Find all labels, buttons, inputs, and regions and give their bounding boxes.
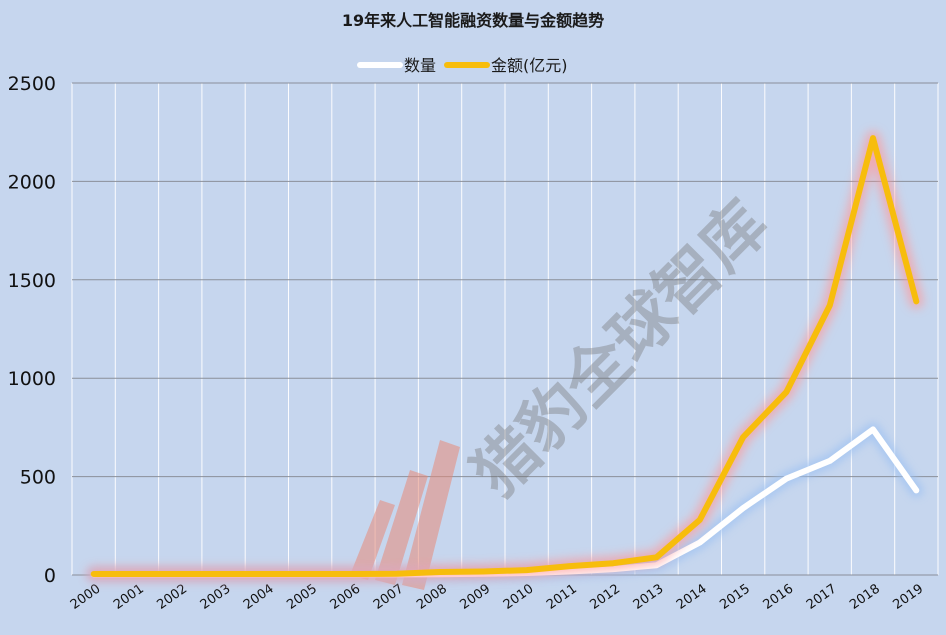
x-tick-label: 2003 xyxy=(198,581,234,612)
y-tick-label: 2500 xyxy=(8,73,56,95)
series-layer xyxy=(86,131,924,582)
legend-label-amount: 金额(亿元) xyxy=(491,56,568,75)
watermark-logo-icon xyxy=(350,440,460,590)
y-tick-label: 500 xyxy=(20,467,56,489)
x-tick-label: 2002 xyxy=(154,581,190,612)
x-tick-label: 2010 xyxy=(501,581,537,612)
vertical-gridlines xyxy=(71,83,939,575)
legend: 数量 金额(亿元) xyxy=(357,56,568,75)
y-tick-label: 2000 xyxy=(8,171,56,193)
series-line xyxy=(90,135,920,577)
x-tick-label: 2012 xyxy=(587,581,623,612)
x-tick-label: 2007 xyxy=(371,581,407,612)
x-tick-label: 2015 xyxy=(717,581,753,612)
x-tick-label: 2016 xyxy=(761,581,797,612)
x-tick-label: 2001 xyxy=(111,581,147,612)
series-1 xyxy=(86,131,924,581)
x-axis-ticks: 2000 2001 2002 2003 2004 2005 2006 2007 2008 2009… xyxy=(68,581,926,612)
chart-title: 19年来人工智能融资数量与金额趋势 xyxy=(342,11,604,30)
x-tick-label: 2004 xyxy=(241,581,277,612)
y-tick-label: 0 xyxy=(44,565,56,587)
x-tick-label: 2017 xyxy=(804,581,840,612)
x-tick-label: 2000 xyxy=(68,581,104,612)
x-tick-label: 2014 xyxy=(674,581,710,612)
legend-label-quantity: 数量 xyxy=(404,56,436,75)
x-tick-label: 2006 xyxy=(328,581,364,612)
y-tick-label: 1500 xyxy=(8,270,56,292)
x-tick-label: 2009 xyxy=(457,581,493,612)
x-tick-label: 2019 xyxy=(890,581,926,612)
x-tick-label: 2011 xyxy=(544,581,580,612)
x-tick-label: 2013 xyxy=(631,581,667,612)
y-axis-ticks: 0 500 1000 1500 2000 2500 xyxy=(8,73,56,587)
x-tick-label: 2005 xyxy=(284,581,320,612)
y-tick-label: 1000 xyxy=(8,368,56,390)
x-tick-label: 2018 xyxy=(847,581,883,612)
